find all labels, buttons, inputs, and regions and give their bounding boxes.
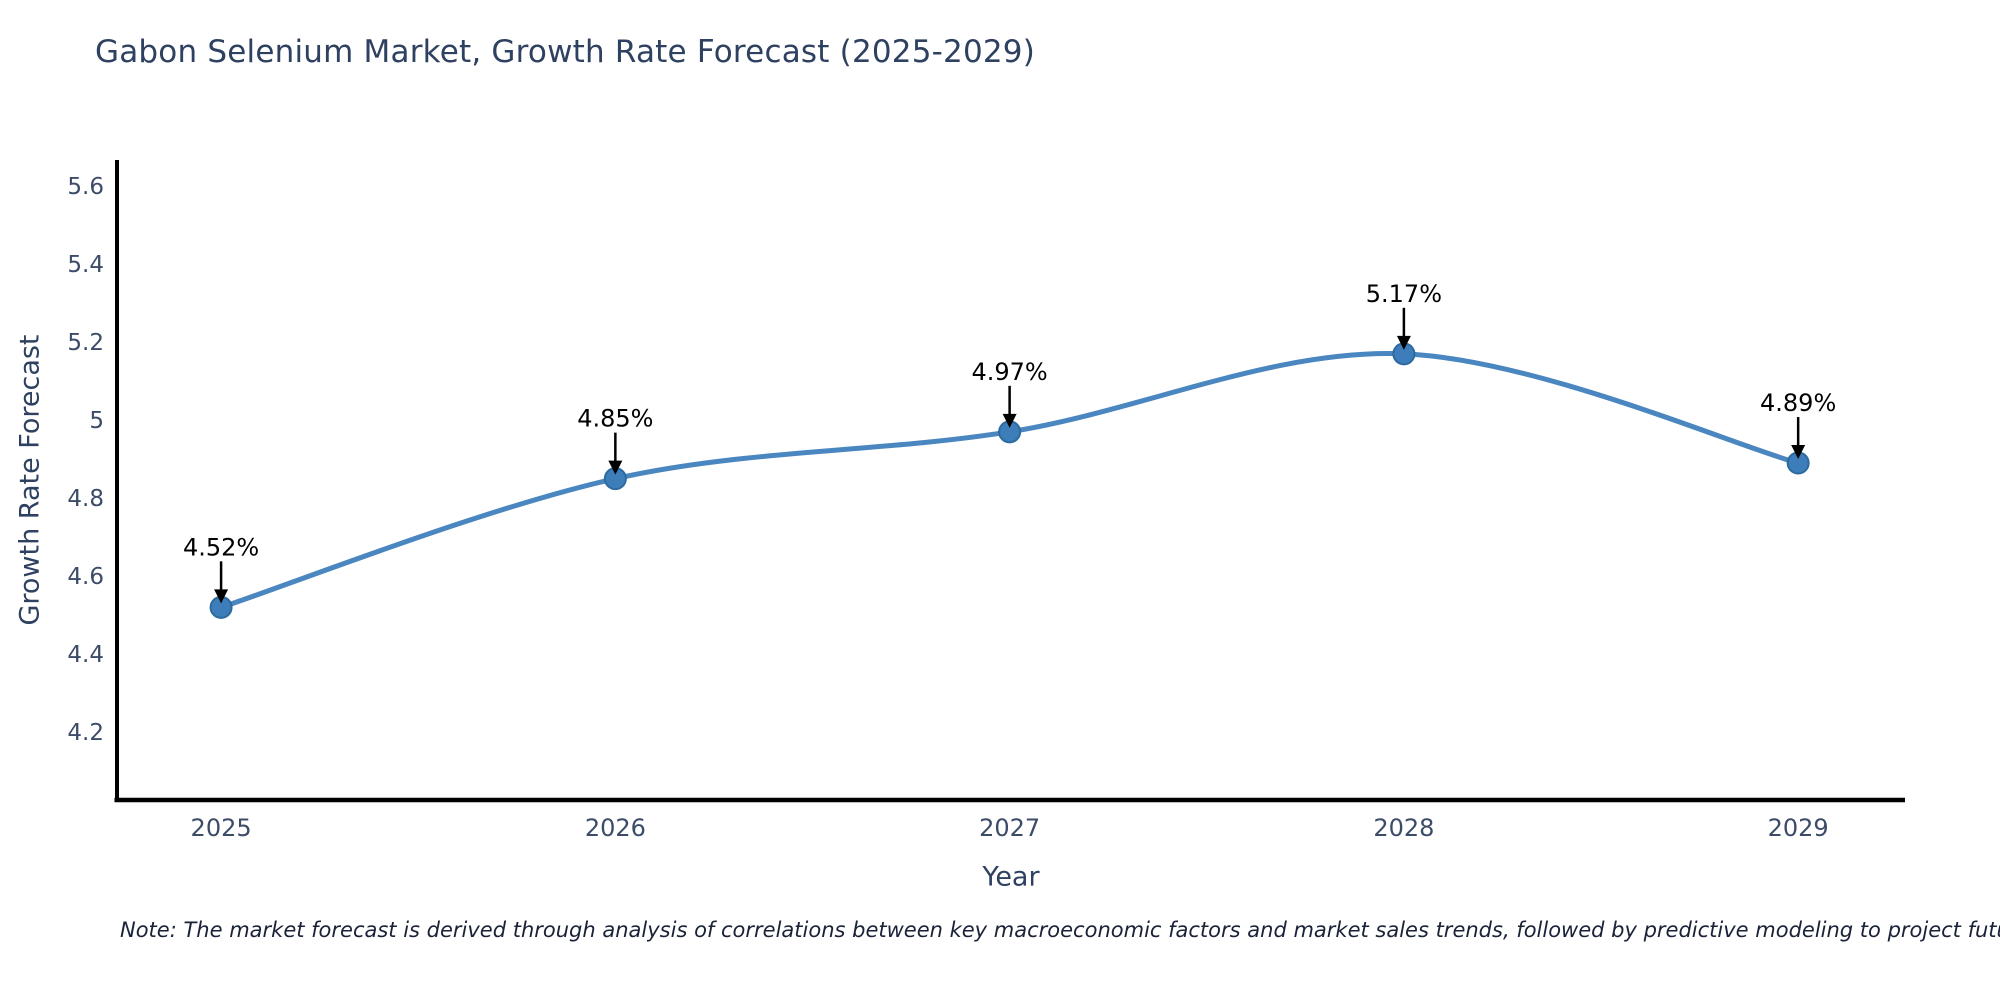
y-tick-label: 4.6 (67, 564, 104, 590)
point-value-label: 5.17% (1366, 280, 1442, 308)
y-tick-label: 4.8 (67, 486, 104, 512)
annotation-arrowhead (1396, 335, 1411, 350)
annotation-arrowhead (608, 460, 623, 475)
footnote: Note: The market forecast is derived thr… (120, 918, 2000, 942)
y-tick-label: 5.6 (67, 174, 104, 200)
y-tick-label: 5.4 (67, 252, 104, 278)
point-value-label: 4.97% (971, 358, 1047, 386)
point-value-label: 4.52% (183, 533, 259, 561)
x-tick-label: 2029 (1768, 814, 1829, 842)
x-tick-label: 2025 (191, 814, 252, 842)
y-tick-label: 5.2 (67, 330, 104, 356)
x-tick-label: 2026 (585, 814, 646, 842)
y-tick-label: 4.4 (67, 642, 104, 668)
x-axis-title: Year (982, 861, 1040, 893)
annotation-arrowhead (1791, 445, 1806, 460)
chart-title: Gabon Selenium Market, Growth Rate Forec… (95, 34, 1036, 70)
point-value-label: 4.89% (1760, 389, 1836, 417)
annotation-arrowhead (1002, 413, 1017, 428)
x-tick-label: 2028 (1373, 814, 1434, 842)
x-tick-label: 2027 (979, 814, 1040, 842)
y-tick-label: 5 (89, 408, 104, 434)
point-value-label: 4.85% (577, 405, 653, 433)
y-tick-label: 4.2 (67, 720, 104, 746)
annotation-arrowhead (214, 589, 229, 604)
